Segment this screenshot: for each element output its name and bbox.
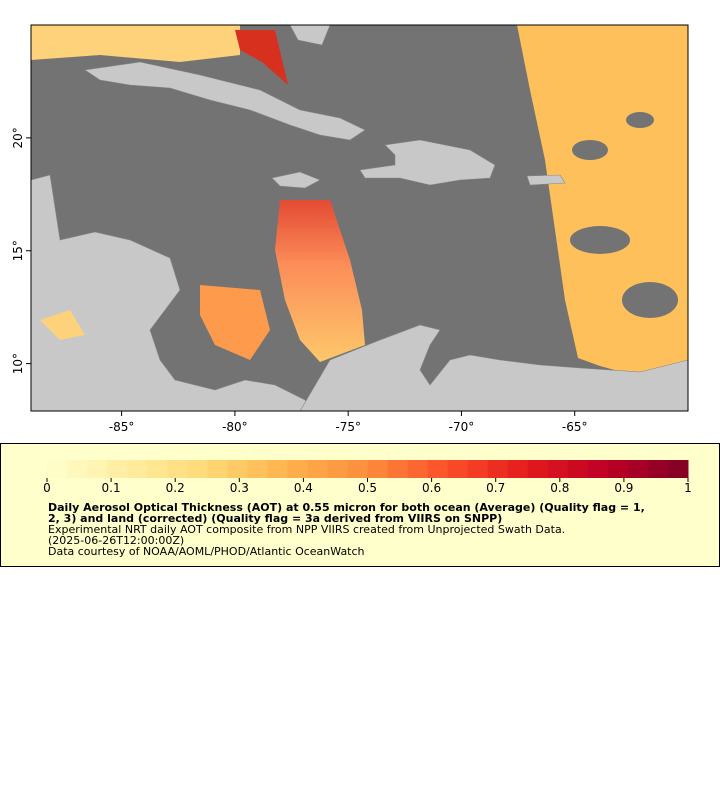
colorbar-cell bbox=[427, 460, 449, 478]
map-frame bbox=[30, 24, 689, 412]
axes: -85° -80° -75° -70° -65° 10° 15° 20° bbox=[11, 127, 588, 434]
colorbar-tick-label: 0.6 bbox=[422, 481, 441, 495]
y-tick-label: 10° bbox=[11, 353, 25, 374]
aerosol-area bbox=[275, 200, 365, 362]
legend-line: Data courtesy of NOAA/AOML/PHOD/Atlantic… bbox=[48, 545, 365, 558]
colorbar-cell bbox=[487, 460, 509, 478]
colorbar-tick-label: 0 bbox=[43, 481, 51, 495]
colorbar-tick-label: 0.5 bbox=[358, 481, 377, 495]
land bbox=[299, 324, 688, 411]
colorbar: 0 0.1 0.2 0.3 0.4 0.5 0.6 0.7 0.8 0.9 1 bbox=[43, 460, 692, 495]
land bbox=[359, 139, 496, 186]
colorbar-tick-label: 0.3 bbox=[230, 481, 249, 495]
colorbar-cell bbox=[567, 460, 589, 478]
aerosol-area bbox=[235, 30, 288, 85]
cloud-gap bbox=[572, 140, 608, 160]
colorbar-cell bbox=[167, 460, 188, 478]
legend-title: 2, 3) and land (corrected) (Quality flag… bbox=[48, 512, 502, 525]
cloud-gap bbox=[622, 282, 678, 318]
colorbar-cell bbox=[627, 460, 649, 478]
land bbox=[526, 174, 566, 186]
colorbar-tick-label: 0.9 bbox=[614, 481, 633, 495]
colorbar-cell bbox=[407, 460, 429, 478]
colorbar-cell bbox=[107, 460, 128, 478]
legend-line: (2025-06-26T12:00:00Z) bbox=[48, 534, 184, 547]
colorbar-cell bbox=[227, 460, 248, 478]
legend-line: Experimental NRT daily AOT composite fro… bbox=[48, 523, 565, 536]
colorbar-cell bbox=[147, 460, 168, 478]
colorbar-cell bbox=[647, 460, 669, 478]
colorbar-cell bbox=[307, 460, 328, 478]
colorbar-cell bbox=[247, 460, 268, 478]
colorbar-cell bbox=[187, 460, 208, 478]
cloud-gap bbox=[626, 112, 654, 128]
x-tick-label: -75° bbox=[335, 420, 361, 434]
colorbar-tick-label: 0.2 bbox=[166, 481, 185, 495]
aerosol-area bbox=[200, 285, 270, 360]
x-tick-label: -85° bbox=[109, 420, 135, 434]
colorbar-cell bbox=[587, 460, 609, 478]
colorbar-cell bbox=[527, 460, 549, 478]
y-tick-label: 15° bbox=[11, 240, 25, 261]
colorbar-tick-label: 0.7 bbox=[486, 481, 505, 495]
colorbar-cell bbox=[447, 460, 469, 478]
colorbar-cell bbox=[87, 460, 108, 478]
aerosol-area bbox=[31, 25, 240, 62]
colorbar-cell bbox=[127, 460, 148, 478]
colorbar-cell bbox=[387, 460, 409, 478]
colorbar-cell bbox=[47, 460, 68, 478]
colorbar-tick-label: 0.1 bbox=[102, 481, 121, 495]
colorbar-cell bbox=[547, 460, 569, 478]
x-tick-label: -70° bbox=[449, 420, 475, 434]
colorbar-cell bbox=[287, 460, 308, 478]
land bbox=[271, 171, 321, 189]
colorbar-tick-label: 1 bbox=[684, 481, 692, 495]
colorbar-tick-label: 0.8 bbox=[550, 481, 569, 495]
colorbar-cell bbox=[607, 460, 629, 478]
y-tick-label: 20° bbox=[11, 127, 25, 148]
x-tick-label: -80° bbox=[222, 420, 248, 434]
colorbar-cell bbox=[267, 460, 288, 478]
cloud-gap bbox=[570, 226, 630, 254]
colorbar-cell bbox=[347, 460, 368, 478]
legend: Daily Aerosol Optical Thickness (AOT) at… bbox=[48, 501, 645, 558]
land bbox=[289, 25, 331, 46]
colorbar-cell bbox=[467, 460, 489, 478]
colorbar-cell bbox=[667, 460, 689, 478]
map bbox=[31, 25, 688, 411]
legend-title: Daily Aerosol Optical Thickness (AOT) at… bbox=[48, 501, 645, 514]
colorbar-tick-label: 0.4 bbox=[294, 481, 313, 495]
colorbar-cell bbox=[207, 460, 228, 478]
x-tick-label: -65° bbox=[562, 420, 588, 434]
land bbox=[84, 61, 366, 141]
colorbar-cell bbox=[67, 460, 88, 478]
colorbar-cell bbox=[327, 460, 348, 478]
colorbar-cell bbox=[367, 460, 389, 478]
aerosol-area bbox=[40, 310, 85, 340]
colorbar-cell bbox=[507, 460, 529, 478]
